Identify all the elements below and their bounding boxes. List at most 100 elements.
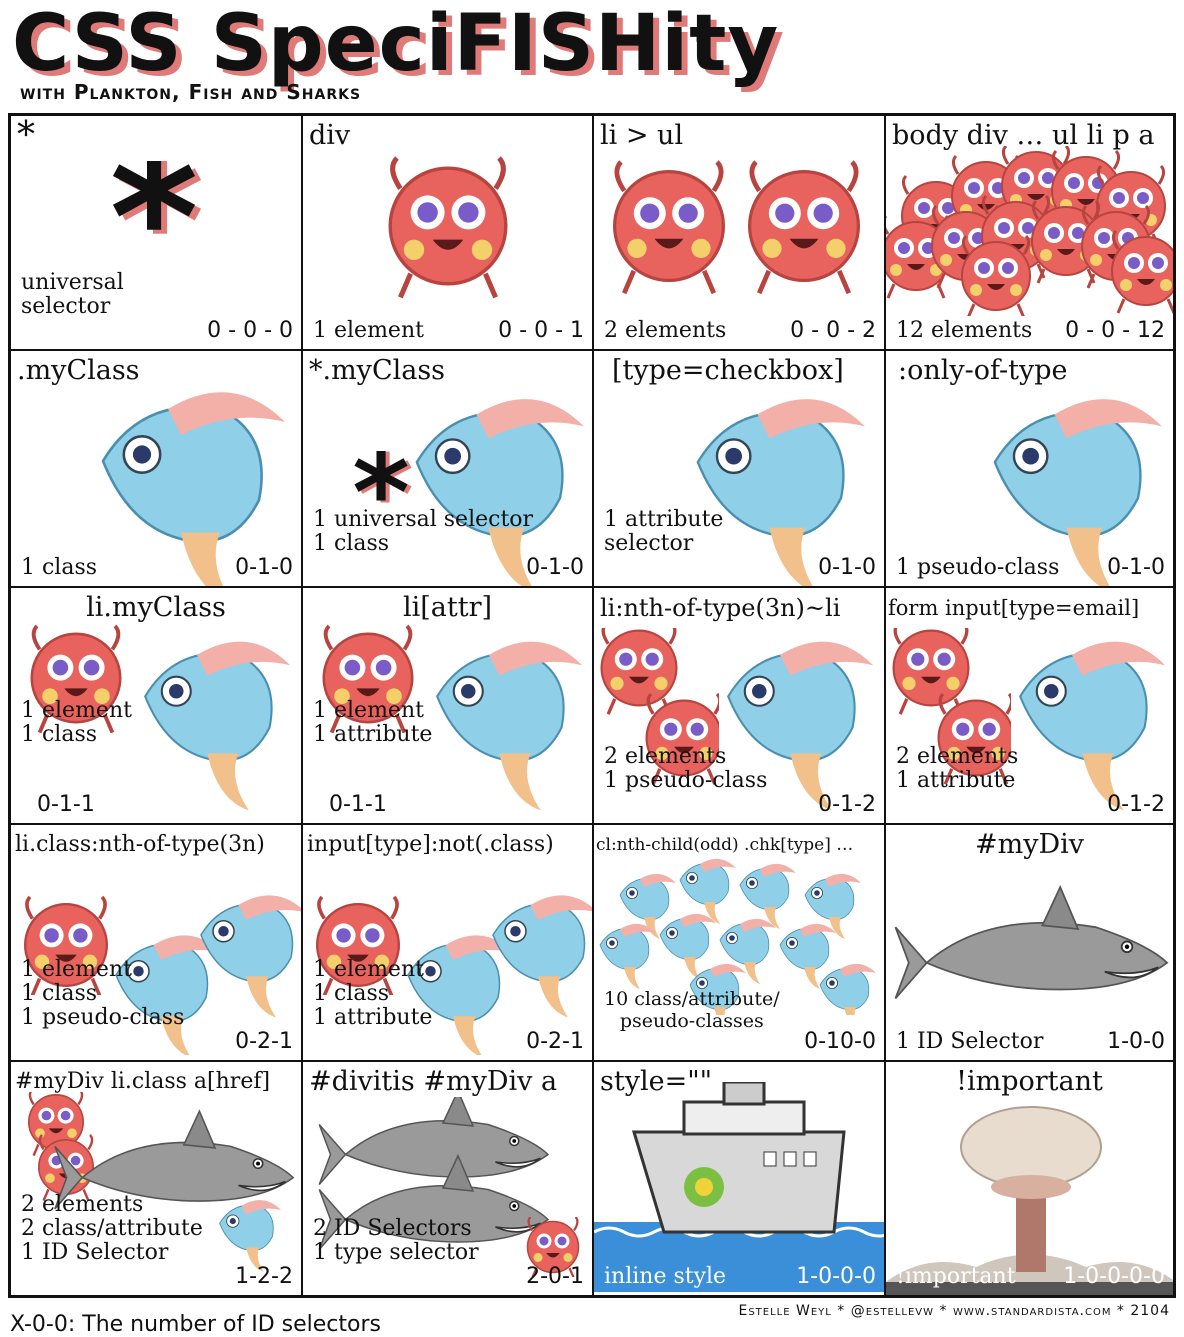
selector-label: form input[type=email] — [888, 596, 1140, 620]
cell-element: div 1 element 0 - 0 - 1 — [303, 116, 594, 351]
fish-icon — [144, 640, 292, 812]
specificity-score: 0-1-0 — [526, 555, 584, 580]
selector-description: 2 elements 2 class/attribute 1 ID Selector — [21, 1192, 203, 1265]
specificity-score: 0-1-0 — [235, 555, 293, 580]
plankton-icon — [373, 151, 523, 301]
selector-description: 10 class/attribute/pseudo-classes — [604, 988, 780, 1032]
cell-two-ids: #divitis #myDiv a 2 ID Selectors 1 type s… — [303, 1062, 594, 1295]
specificity-score: 0-10-0 — [804, 1029, 876, 1054]
specificity-score: 0-1-2 — [1107, 792, 1165, 817]
specificity-score: 1-0-0 — [1107, 1029, 1165, 1054]
cell-two-elements: li > ul 2 elements 0 - 0 - 2 — [594, 116, 886, 351]
selector-label: li.myClass — [86, 592, 226, 623]
author-credit: Estelle Weyl * @estellevw * www.standard… — [738, 1303, 1170, 1319]
selector-description: universal selector — [21, 270, 124, 319]
selector-label: input[type]:not(.class) — [307, 832, 554, 857]
cell-important: !important !important 1-0-0-0-0 — [886, 1062, 1173, 1295]
selector-description: !important — [896, 1264, 1016, 1289]
selector-label: div — [309, 120, 351, 151]
selector-label: li > ul — [600, 120, 684, 151]
selector-label: style="" — [600, 1066, 713, 1097]
asterisk-icon: * * — [352, 451, 414, 531]
selector-description: 1 element 1 attribute — [313, 698, 433, 747]
footer-note: X-0-0: The number of ID selectors — [10, 1312, 381, 1337]
cell-form-input: form input[type=email] 2 elements 1 attri… — [886, 588, 1173, 825]
selector-label: li:nth-of-type(3n)~li — [600, 594, 841, 622]
selector-label: li.class:nth-of-type(3n) — [15, 832, 265, 857]
selector-label: #divitis #myDiv a — [309, 1066, 558, 1097]
cell-id: #myDiv 1 ID Selector 1-0-0 — [886, 825, 1173, 1062]
selector-label: * — [17, 116, 35, 156]
selector-label: #myDiv — [974, 829, 1084, 860]
explosion-icon — [886, 1106, 1173, 1295]
specificity-score: 0-1-0 — [1107, 555, 1165, 580]
specificity-score: 0 - 0 - 2 — [790, 318, 876, 343]
selector-label: !important — [956, 1066, 1103, 1097]
fish-icon — [436, 640, 584, 812]
svg-text:*: * — [110, 161, 199, 281]
cell-input-not: input[type]:not(.class) 1 element 1 class… — [303, 825, 594, 1062]
selector-description: 1 universal selector 1 class — [313, 507, 534, 556]
svg-text:*: * — [116, 161, 205, 281]
specificity-grid: * * * universal selector 0 - 0 - 0 div 1 … — [8, 113, 1176, 1298]
specificity-score: 0 - 0 - 1 — [498, 318, 584, 343]
selector-label: .myClass — [17, 355, 140, 386]
cell-universal: * * * universal selector 0 - 0 - 0 — [11, 116, 303, 351]
cell-inline-style: style="" inline style 1-0-0-0 — [594, 1062, 886, 1295]
cell-universal-class: *.myClass * * 1 universal selector 1 clas… — [303, 351, 594, 588]
selector-label: *.myClass — [309, 355, 446, 386]
selector-description: 12 elements — [896, 318, 1033, 343]
page-subtitle: with Plankton, Fish and Sharks — [20, 80, 362, 104]
cell-id-class-attr: #myDiv li.class a[href] 2 elements 2 clas… — [11, 1062, 303, 1295]
fish-icon — [1019, 640, 1167, 812]
cell-sibling-pseudo: li:nth-of-type(3n)~li 2 elements 1 pseudo… — [594, 588, 886, 825]
asterisk-icon: * * — [110, 161, 205, 281]
specificity-score: 1-0-0-0-0 — [1063, 1264, 1165, 1289]
selector-label: #myDiv li.class a[href] — [15, 1069, 271, 1094]
ship-icon — [594, 1082, 884, 1292]
specificity-score: 0-1-1 — [329, 792, 387, 817]
selector-description: 1 ID Selector — [896, 1029, 1044, 1054]
selector-description: 1 element 1 class 1 pseudo-class — [21, 957, 185, 1030]
selector-description: 1 element — [313, 318, 424, 343]
selector-label: cl:nth-child(odd) .chk[type] … — [596, 835, 854, 855]
specificity-score: 0-2-1 — [235, 1029, 293, 1054]
svg-text:*: * — [356, 451, 414, 531]
selector-label: li[attr] — [402, 592, 493, 623]
specificity-score: 2-0-1 — [526, 1264, 584, 1289]
selector-description: 2 elements — [604, 318, 727, 343]
selector-label: [type=checkbox] — [612, 355, 844, 386]
selector-description: 2 elements 1 attribute — [896, 744, 1019, 793]
specificity-score: 0-1-0 — [818, 555, 876, 580]
selector-description: 1 element 1 class — [21, 698, 132, 747]
selector-label: body div … ul li p a — [892, 120, 1155, 151]
cell-element-attribute: li[attr] 1 element 1 attribute 0-1-1 — [303, 588, 594, 825]
selector-label: :only-of-type — [898, 355, 1068, 386]
selector-description: inline style — [604, 1264, 727, 1289]
plankton-swarm-icon — [886, 146, 1173, 316]
specificity-score: 0 - 0 - 0 — [207, 318, 293, 343]
shark-icon — [894, 886, 1168, 1000]
specificity-score: 0 - 0 - 12 — [1065, 318, 1165, 343]
cell-ten-classes: cl:nth-child(odd) .chk[type] … 10 class/… — [594, 825, 886, 1062]
specificity-score: 1-2-2 — [235, 1264, 293, 1289]
fish-icon — [219, 1199, 282, 1272]
cell-attribute: [type=checkbox] 1 attribute selector 0-1-… — [594, 351, 886, 588]
selector-description: 1 class — [21, 555, 98, 580]
selector-description: 1 element 1 class 1 attribute — [313, 957, 433, 1030]
selector-description: 2 ID Selectors 1 type selector — [313, 1216, 479, 1265]
page-title: CSS SpeciFISHity — [12, 0, 780, 89]
cell-class: .myClass 1 class 0-1-0 — [11, 351, 303, 588]
cell-element-class-pseudo: li.class:nth-of-type(3n) 1 element 1 clas… — [11, 825, 303, 1062]
plankton-icon — [599, 156, 879, 296]
selector-description: 1 attribute selector — [604, 507, 724, 556]
specificity-score: 1-0-0-0 — [796, 1264, 876, 1289]
specificity-score: 0-1-1 — [37, 792, 95, 817]
specificity-score: 0-2-1 — [526, 1029, 584, 1054]
svg-text:*: * — [352, 451, 410, 531]
specificity-score: 0-1-2 — [818, 792, 876, 817]
selector-description: 2 elements 1 pseudo-class — [604, 744, 768, 793]
cell-pseudo-class: :only-of-type 1 pseudo-class 0-1-0 — [886, 351, 1173, 588]
cell-element-class: li.myClass 1 element 1 class 0-1-1 — [11, 588, 303, 825]
selector-description: 1 pseudo-class — [896, 555, 1060, 580]
